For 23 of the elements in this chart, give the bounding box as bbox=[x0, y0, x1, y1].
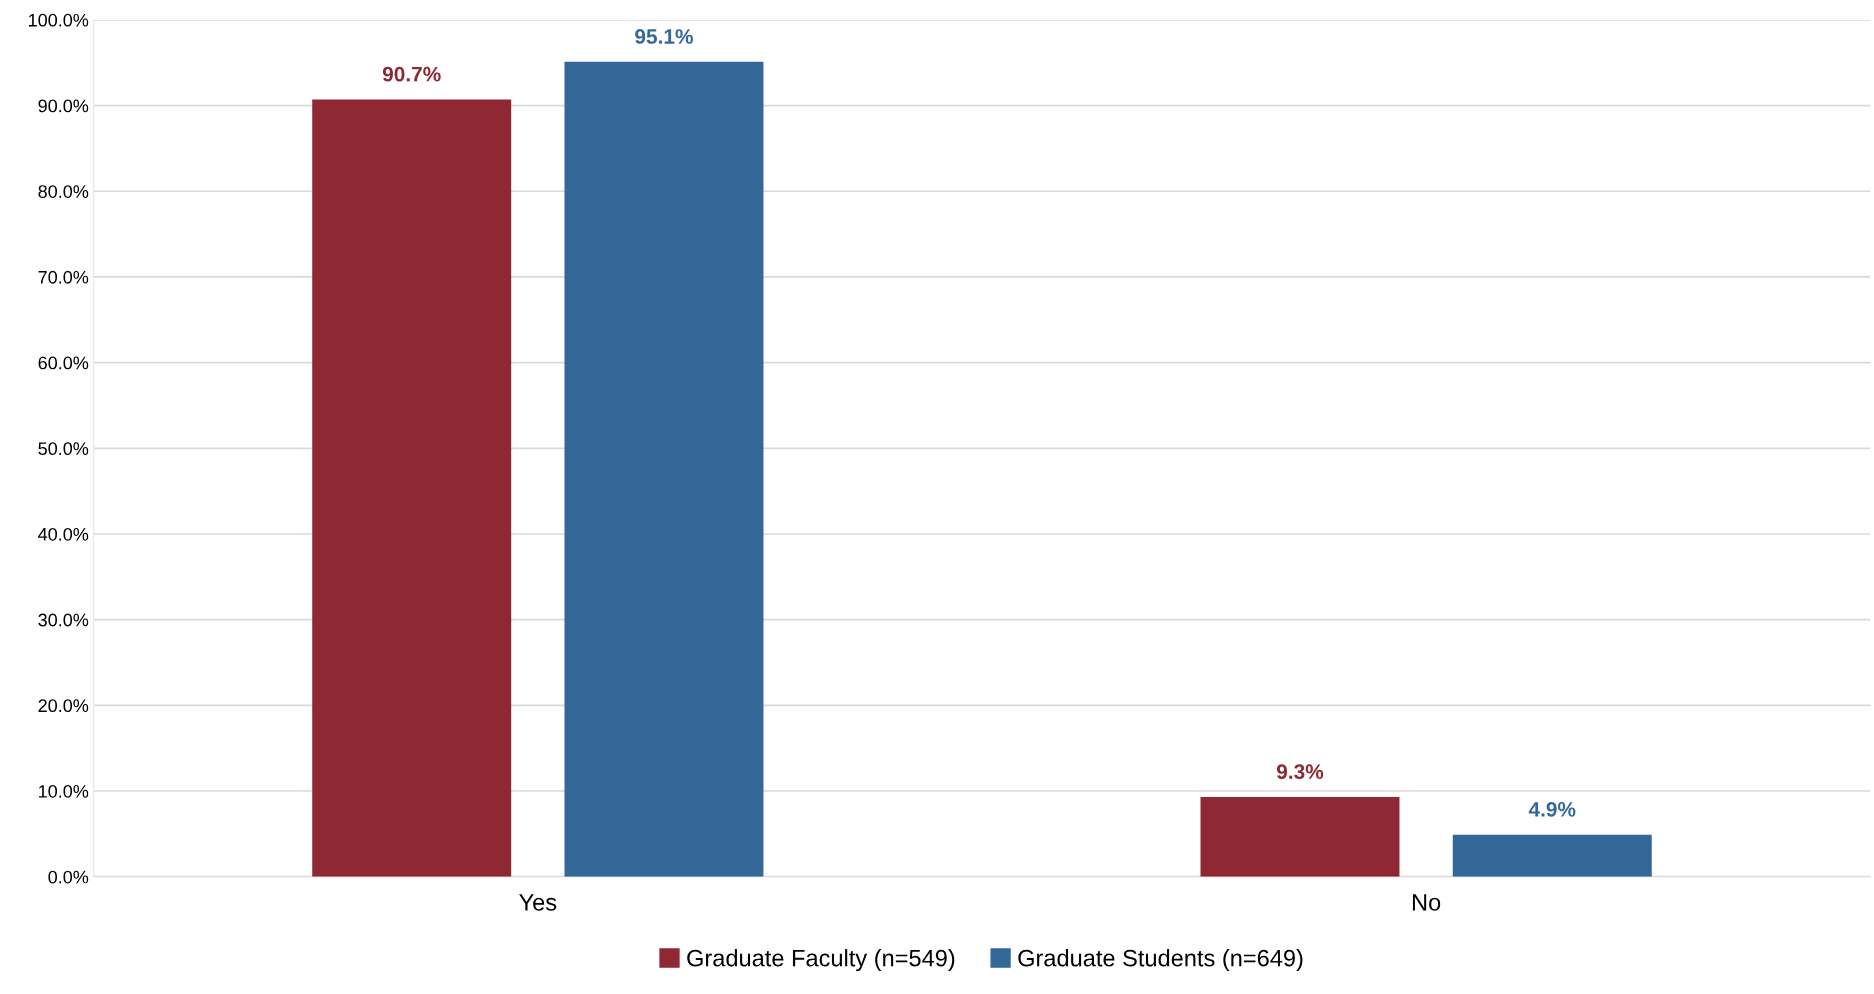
x-tick-label: Yes bbox=[519, 894, 557, 911]
bar bbox=[564, 61, 764, 877]
y-tick-label: 70.0% bbox=[38, 270, 89, 284]
y-tick-label: 60.0% bbox=[38, 356, 89, 370]
y-tick-label: 0.0% bbox=[48, 870, 89, 884]
bar bbox=[312, 99, 512, 877]
data-label: 4.9% bbox=[1528, 801, 1576, 817]
data-label: 95.1% bbox=[635, 29, 693, 44]
bar bbox=[1452, 834, 1652, 877]
y-tick-label: 90.0% bbox=[38, 99, 89, 113]
y-tick-label: 40.0% bbox=[38, 527, 89, 541]
y-tick-label: 20.0% bbox=[38, 699, 89, 713]
legend-label: Graduate Faculty (n=549) bbox=[687, 949, 955, 972]
bar bbox=[1200, 797, 1400, 877]
y-tick-label: 10.0% bbox=[39, 784, 89, 798]
x-tick-label: No bbox=[1412, 894, 1441, 911]
data-label: 90.7% bbox=[382, 66, 441, 82]
y-tick-label: 30.0% bbox=[38, 613, 89, 627]
legend-label: Graduate Students (n=649) bbox=[1018, 949, 1303, 972]
y-tick-label: 100.0% bbox=[28, 13, 89, 27]
y-tick-label: 80.0% bbox=[38, 185, 89, 198]
data-label: 9.3% bbox=[1276, 764, 1324, 780]
y-tick-label: 50.0% bbox=[38, 442, 89, 456]
